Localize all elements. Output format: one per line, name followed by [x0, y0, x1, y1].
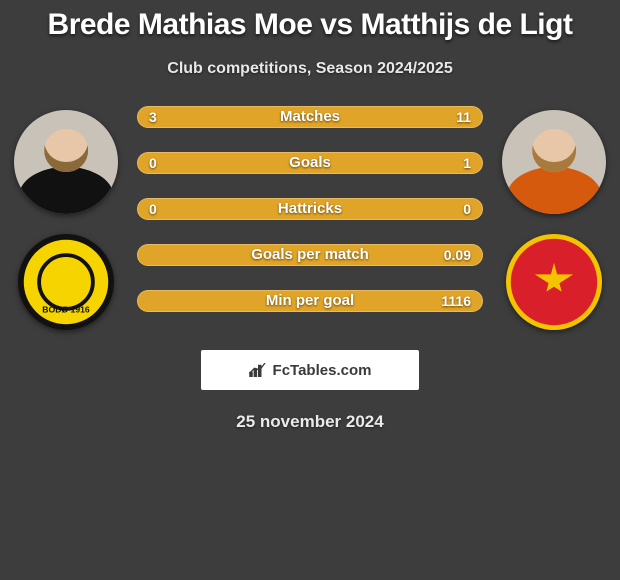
- page-subtitle: Club competitions, Season 2024/2025: [0, 60, 620, 78]
- left-side: BODØ 1916: [11, 106, 121, 330]
- avatar-shirt: [19, 167, 113, 214]
- stat-right-value: 1116: [441, 290, 471, 312]
- stat-right-value: 11: [456, 106, 471, 128]
- club-left-text: BODØ 1916: [42, 305, 90, 315]
- club-left-badge: BODØ 1916: [18, 234, 114, 330]
- right-side: [499, 106, 609, 330]
- stat-row: 3 Matches 11: [137, 106, 483, 128]
- comparison-card: Brede Mathias Moe vs Matthijs de Ligt Cl…: [0, 0, 620, 580]
- stat-label: Hattricks: [137, 198, 483, 220]
- stat-label: Goals: [137, 152, 483, 174]
- club-right-badge: [506, 234, 602, 330]
- stat-row: 0 Goals 1: [137, 152, 483, 174]
- player-right-avatar: [502, 110, 606, 214]
- stat-label: Matches: [137, 106, 483, 128]
- stat-label: Min per goal: [137, 290, 483, 312]
- date-label: 25 november 2024: [0, 412, 620, 432]
- page-title: Brede Mathias Moe vs Matthijs de Ligt: [0, 8, 620, 42]
- stats-column: 3 Matches 11 0 Goals 1 0 Hattricks 0 Goa…: [137, 106, 483, 312]
- stat-row: Goals per match 0.09: [137, 244, 483, 266]
- watermark: FcTables.com: [201, 350, 419, 390]
- stat-row: 0 Hattricks 0: [137, 198, 483, 220]
- content-row: BODØ 1916 3 Matches 11 0 Goals 1 0 Hattr…: [0, 106, 620, 330]
- avatar-shirt: [507, 167, 601, 214]
- stat-row: Min per goal 1116: [137, 290, 483, 312]
- watermark-text: FcTables.com: [273, 362, 372, 379]
- stat-right-value: 0: [463, 198, 471, 220]
- player-left-avatar: [14, 110, 118, 214]
- stat-label: Goals per match: [137, 244, 483, 266]
- avatar-head: [44, 129, 88, 173]
- avatar-head: [532, 129, 576, 173]
- bar-chart-icon: [249, 363, 267, 377]
- stat-right-value: 0.09: [444, 244, 471, 266]
- stat-right-value: 1: [463, 152, 471, 174]
